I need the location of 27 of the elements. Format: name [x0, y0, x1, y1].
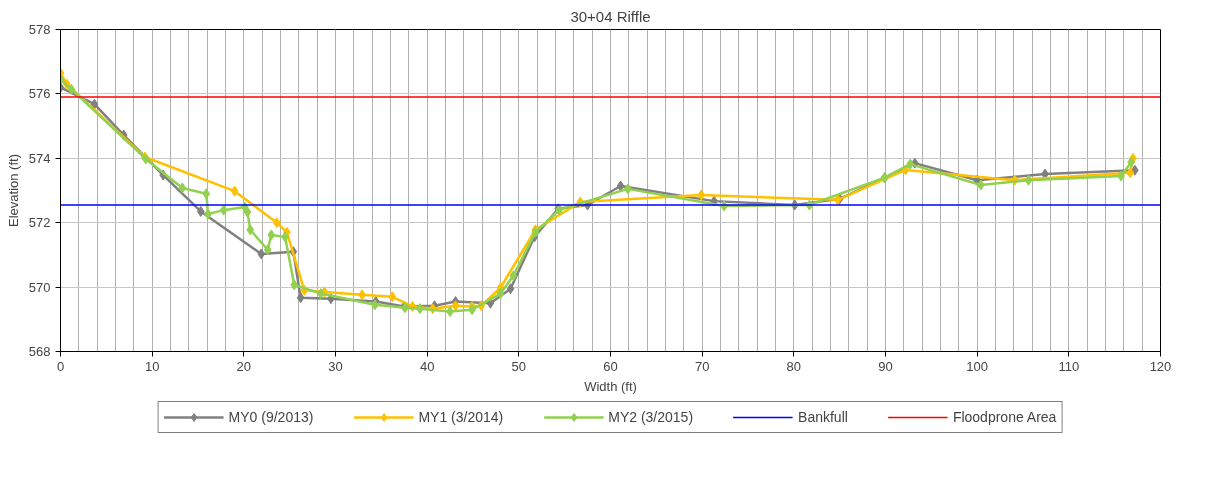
- x-tick-label: 30: [328, 358, 343, 374]
- legend-label: Bankfull: [798, 409, 848, 425]
- x-tick-label: 50: [511, 358, 527, 374]
- x-tick-label: 70: [694, 358, 710, 374]
- x-tick-label: 90: [878, 358, 893, 374]
- x-tick-label: 10: [144, 358, 160, 374]
- x-tick-label: 110: [1058, 358, 1080, 374]
- chart-title: 30+04 Riffle: [570, 7, 651, 25]
- y-tick-label: 568: [28, 344, 51, 359]
- legend-label: MY0 (9/2013): [228, 409, 314, 425]
- y-tick-label: 576: [28, 86, 51, 102]
- x-tick-label: 60: [603, 358, 618, 374]
- y-tick-label: 572: [28, 215, 51, 231]
- legend-label: MY1 (3/2014): [418, 409, 504, 425]
- y-tick-label: 570: [28, 279, 51, 295]
- y-tick-label: 578: [28, 22, 51, 37]
- x-tick-label: 0: [56, 358, 65, 374]
- x-tick-label: 100: [966, 358, 989, 374]
- legend-label: Floodprone Area: [952, 409, 1057, 425]
- y-axis-title: Elevation (ft): [5, 154, 21, 227]
- x-tick-label: 20: [236, 358, 252, 374]
- legend-label: MY2 (3/2015): [608, 409, 694, 425]
- x-tick-label: 120: [1149, 358, 1172, 374]
- x-tick-label: 40: [419, 358, 435, 374]
- x-tick-label: 80: [786, 358, 802, 374]
- y-tick-label: 574: [28, 150, 51, 166]
- x-axis-title: Width (ft): [584, 378, 637, 394]
